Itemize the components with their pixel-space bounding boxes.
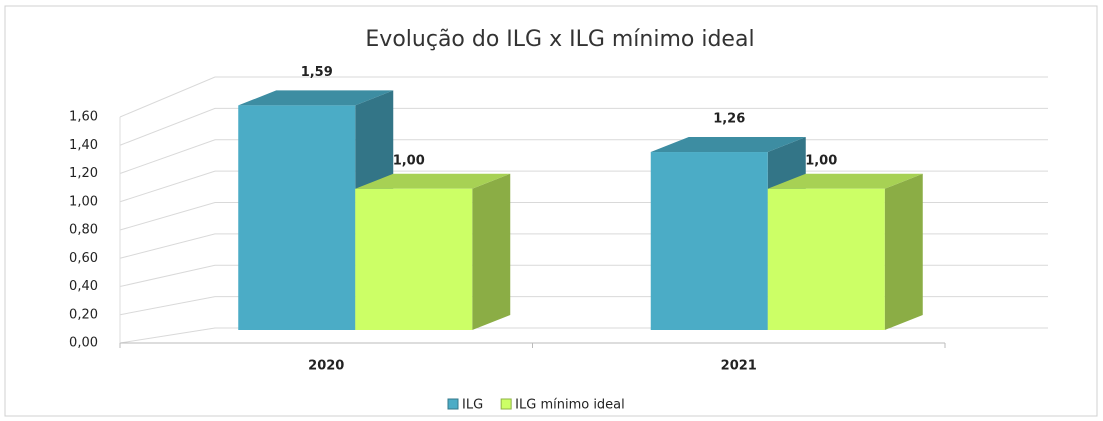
bar-top (650, 137, 806, 153)
x-tick-label: 2020 (308, 359, 344, 374)
y-tick-label: 1,40 (69, 138, 98, 153)
legend-label: ILG mínimo ideal (515, 398, 625, 413)
y-tick-label: 0,60 (69, 251, 98, 266)
bar (650, 152, 768, 330)
legend-swatch (447, 398, 459, 410)
bar-side (472, 173, 511, 330)
bar (767, 188, 885, 330)
bar-top (355, 173, 511, 189)
bar-top (238, 90, 394, 106)
data-label: 1,26 (713, 112, 745, 127)
y-tick-label: 1,60 (69, 110, 98, 125)
legend-swatch (500, 398, 512, 410)
y-tick-label: 0,80 (69, 223, 98, 238)
grid-line (119, 76, 1048, 118)
x-tick-label: 2021 (721, 359, 757, 374)
y-tick-label: 0,40 (69, 279, 98, 294)
y-tick-label: 1,20 (69, 166, 98, 181)
grid-line (119, 107, 1048, 146)
y-tick-label: 1,00 (69, 194, 98, 209)
y-tick-label: 0,20 (69, 307, 98, 322)
bar-side (884, 173, 923, 330)
y-tick-label: 0,00 (69, 336, 98, 351)
bar-top (767, 173, 923, 189)
chart-title: Evolução do ILG x ILG mínimo ideal (365, 27, 754, 52)
data-label: 1,00 (805, 153, 837, 168)
data-label: 1,59 (301, 65, 333, 80)
bar (238, 105, 356, 330)
legend-label: ILG (462, 398, 483, 413)
data-label: 1,00 (393, 153, 425, 168)
bar (355, 188, 473, 330)
chart-frame (4, 5, 1098, 417)
